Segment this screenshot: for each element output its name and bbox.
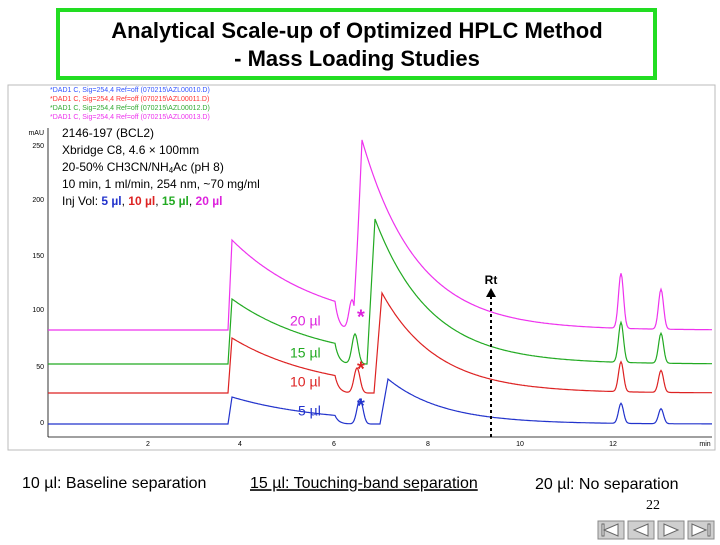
y-label: 50 bbox=[36, 364, 44, 371]
y-label: 250 bbox=[32, 143, 44, 150]
info-part: Ac (pH 8) bbox=[173, 160, 224, 174]
trace bbox=[48, 218, 712, 365]
caption: 15 µl: Touching-band separation bbox=[250, 475, 478, 492]
rt-label: Rt bbox=[485, 273, 498, 287]
x-label: 2 bbox=[146, 441, 150, 448]
x-label: 10 bbox=[516, 441, 524, 448]
info-part: 5 µl bbox=[101, 194, 121, 208]
info-part: 20-50% CH3CN/NH bbox=[62, 160, 169, 174]
info: 2146-197 (BCL2) Xbridge C8, 4.6 × 100mm … bbox=[62, 126, 260, 208]
info-part: Inj Vol: bbox=[62, 194, 101, 208]
info-line: Inj Vol: 5 µl, 10 µl, 15 µl, 20 µl bbox=[62, 194, 222, 208]
nav-icon bbox=[663, 523, 680, 537]
info-line: 2146-197 (BCL2) bbox=[62, 126, 154, 140]
legend-line: *DAD1 C, Sig=254,4 Ref=off (070215\AZL00… bbox=[50, 96, 209, 103]
info-subscript: 4 bbox=[169, 166, 174, 175]
caption: 20 µl: No separation bbox=[535, 476, 679, 493]
trace bbox=[48, 139, 712, 331]
legend: *DAD1 C, Sig=254,4 Ref=off (070215\AZL00… bbox=[50, 87, 210, 121]
traces bbox=[48, 139, 713, 425]
trace bbox=[48, 290, 713, 394]
x-label: 12 bbox=[609, 441, 617, 448]
legend-line: *DAD1 C, Sig=254,4 Ref=off (070215\AZL00… bbox=[50, 114, 210, 121]
sample-label: 5 µl bbox=[298, 403, 321, 419]
y-label: 100 bbox=[32, 307, 44, 314]
sample-label: 20 µl bbox=[290, 313, 321, 329]
asterisk: * bbox=[357, 358, 365, 380]
info-part: 15 µl bbox=[162, 194, 189, 208]
sample-labels: 20 µl 15 µl 10 µl 5 µl bbox=[290, 313, 321, 419]
y-label: 0 bbox=[40, 420, 44, 427]
x-label: 4 bbox=[238, 441, 242, 448]
nav-icon bbox=[691, 523, 711, 537]
y-label: 200 bbox=[32, 197, 44, 204]
asterisk: * bbox=[357, 306, 365, 328]
info-part: , bbox=[155, 194, 162, 208]
x-label: 8 bbox=[426, 441, 430, 448]
nav-icon bbox=[632, 523, 649, 537]
x-label: 6 bbox=[332, 441, 336, 448]
trace bbox=[48, 377, 712, 425]
legend-line: *DAD1 C, Sig=254,4 Ref=off (070215\AZL00… bbox=[50, 105, 210, 112]
info-line: Xbridge C8, 4.6 × 100mm bbox=[62, 143, 199, 157]
asterisk: * bbox=[357, 395, 365, 417]
caption: 10 µl: Baseline separation bbox=[22, 475, 206, 492]
page-number: 22 bbox=[646, 498, 660, 513]
captions: 10 µl: Baseline separation 15 µl: Touchi… bbox=[22, 475, 679, 493]
sample-label: 15 µl bbox=[290, 345, 321, 361]
asterisks: * * * bbox=[357, 306, 365, 417]
info-part: 20 µl bbox=[196, 194, 223, 208]
x-labels: 2 4 6 8 10 12 min bbox=[146, 441, 711, 448]
x-unit: min bbox=[699, 441, 710, 448]
legend-line: *DAD1 C, Sig=254,4 Ref=off (070215\AZL00… bbox=[50, 87, 210, 94]
title-box bbox=[56, 8, 657, 80]
y-label: 150 bbox=[32, 253, 44, 260]
info-part: , bbox=[189, 194, 196, 208]
info-line: 10 min, 1 ml/min, 254 nm, ~70 mg/ml bbox=[62, 177, 260, 191]
info-line: 20-50% CH3CN/NH4Ac (pH 8) bbox=[62, 160, 224, 175]
rt-arrow bbox=[486, 288, 496, 297]
nav-icon bbox=[601, 523, 619, 537]
info-part: 10 µl bbox=[128, 194, 155, 208]
title-line: Analytical Scale-up of Optimized HPLC Me… bbox=[111, 18, 602, 43]
nav-buttons bbox=[597, 520, 715, 540]
y-labels: mAU 250 200 150 100 50 0 bbox=[28, 130, 44, 427]
y-unit: mAU bbox=[28, 130, 44, 137]
info-part: , bbox=[122, 194, 129, 208]
title-line: - Mass Loading Studies bbox=[234, 46, 480, 71]
sample-label: 10 µl bbox=[290, 374, 321, 390]
